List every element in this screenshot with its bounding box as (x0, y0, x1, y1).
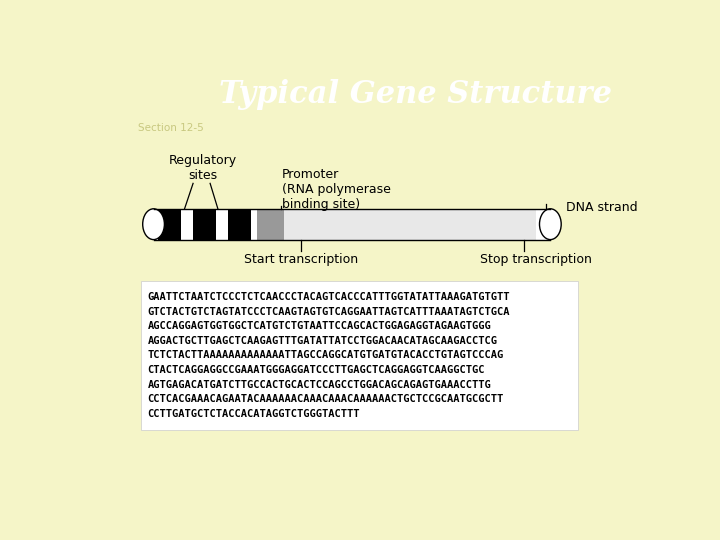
Ellipse shape (539, 209, 561, 240)
Bar (158, 209, 181, 240)
Text: TCTCTACTTAAAAAAAAAAAAATTAGCCAGGCATGTGATGTACACCTGTAGTCCCAG: TCTCTACTTAAAAAAAAAAAAATTAGCCAGGCATGTGATG… (148, 350, 503, 361)
Ellipse shape (143, 209, 164, 240)
Bar (193, 209, 216, 240)
Text: Promoter
(RNA polymerase
binding site): Promoter (RNA polymerase binding site) (282, 168, 391, 211)
Text: Start transcription: Start transcription (244, 253, 358, 266)
Text: CCTCACGAAACAGAATACAAAAAACAAACAAACAAAAAACTGCTCCGCAATGCGCTT: CCTCACGAAACAGAATACAAAAAACAAACAAACAAAAAAC… (148, 394, 503, 404)
Text: GTCTACTGTCTAGTATCCCTCAAGTAGTGTCAGGAATTAGTCATTTAAATAGTCTGCA: GTCTACTGTCTAGTATCCCTCAAGTAGTGTCAGGAATTAG… (148, 307, 510, 316)
Bar (228, 209, 251, 240)
Bar (256, 209, 284, 240)
Text: AGGACTGCTTGAGCTCAAGAGTTTGATATTATCCTGGACAACATAGCAAGACCTCG: AGGACTGCTTGAGCTCAAGAGTTTGATATTATCCTGGACA… (148, 336, 498, 346)
Text: CCTTGATGCTCTACCACATAGGTCTGGGTACTTT: CCTTGATGCTCTACCACATAGGTCTGGGTACTTT (148, 409, 360, 419)
Bar (284, 209, 536, 240)
Text: CTACTCAGGAGGCCGAAATGGGAGGATCCCTTGAGCTCAGGAGGTCAAGGCTGC: CTACTCAGGAGGCCGAAATGGGAGGATCCCTTGAGCTCAG… (148, 365, 485, 375)
Bar (153, 209, 550, 240)
Text: Regulatory
sites: Regulatory sites (168, 154, 236, 182)
Text: Section 12-5: Section 12-5 (138, 123, 204, 133)
Text: DNA strand: DNA strand (566, 201, 637, 214)
Text: GAATTCTAATCTCCCTCTCAACCCTACAGTCACCCATTTGGTATATTAAAGATGTGTT: GAATTCTAATCTCCCTCTCAACCCTACAGTCACCCATTTG… (148, 292, 510, 302)
Text: AGCCAGGAGTGGTGGCTCATGTCTGTAATTCCAGCACTGGAGAGGTAGAAGTGGG: AGCCAGGAGTGGTGGCTCATGTCTGTAATTCCAGCACTGG… (148, 321, 491, 331)
Text: Stop transcription: Stop transcription (480, 253, 592, 266)
Text: AGTGAGACATGATCTTGCCACTGCACTCCAGCCTGGACAGCAGAGTGAAACCTTG: AGTGAGACATGATCTTGCCACTGCACTCCAGCCTGGACAG… (148, 380, 491, 390)
Text: Typical Gene Structure: Typical Gene Structure (219, 78, 612, 110)
FancyBboxPatch shape (141, 281, 578, 430)
